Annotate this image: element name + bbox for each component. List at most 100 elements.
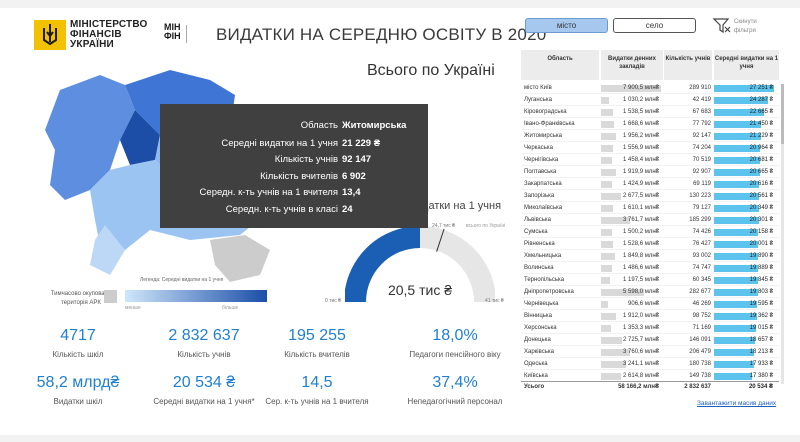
- row-avg: 20 681 ₴: [749, 157, 773, 163]
- table-row[interactable]: Запорізька 2 677,5 млн₴ 130 223 20 561 ₴: [521, 191, 779, 202]
- tooltip-row: Середні видатки на 1 учня 21 229 ₴: [221, 138, 381, 149]
- row-avg: 20 158 ₴: [749, 229, 773, 235]
- table-header-spend[interactable]: Видатки денних закладів: [601, 50, 663, 80]
- row-spend: 1 528,6 млн₴: [623, 241, 659, 247]
- row-region: Луганська: [524, 97, 552, 103]
- table-row[interactable]: Чернівецька 906,6 млн₴ 46 269 19 595 ₴: [521, 299, 779, 310]
- row-avg-cell: 19 845 ₴: [714, 276, 776, 285]
- table-row[interactable]: Черкаська 1 556,9 млн₴ 74 204 20 964 ₴: [521, 143, 779, 154]
- row-avg-cell: 19 890 ₴: [714, 252, 776, 261]
- row-spend: 1 556,9 млн₴: [623, 145, 659, 151]
- table-row[interactable]: Донецька 2 725,7 млн₴ 146 091 18 657 ₴: [521, 335, 779, 346]
- row-region: Черкаська: [524, 145, 553, 151]
- row-spend-bar: [601, 229, 613, 236]
- gauge-max-label: 41 тис ₴: [485, 298, 504, 304]
- table-row[interactable]: Івано-Франківська 1 668,6 млн₴ 77 792 21 45…: [521, 119, 779, 130]
- table-row[interactable]: Одеська 3 241,1 млн₴ 180 738 17 933 ₴: [521, 359, 779, 370]
- row-spend-cell: 3 241,1 млн₴: [601, 360, 663, 369]
- table-row[interactable]: Сумська 1 500,2 млн₴ 74 426 20 158 ₴: [521, 227, 779, 238]
- row-avg: 19 845 ₴: [749, 277, 773, 283]
- row-avg-cell: 17 933 ₴: [714, 360, 776, 369]
- table-row[interactable]: Львівська 3 761,7 млн₴ 185 299 20 301 ₴: [521, 215, 779, 226]
- table-row[interactable]: Закарпатська 1 424,9 млн₴ 69 119 20 616 ₴: [521, 179, 779, 190]
- row-spend: 3 241,1 млн₴: [623, 361, 659, 367]
- table-row[interactable]: Вінницька 1 912,0 млн₴ 98 752 19 362 ₴: [521, 311, 779, 322]
- table-header-region[interactable]: Область: [521, 50, 599, 80]
- table-row[interactable]: Рівненська 1 528,6 млн₴ 76 427 20 001 ₴: [521, 239, 779, 250]
- tooltip-row: Середн. к-ть учнів на 1 вчителя 13,4: [199, 187, 361, 198]
- row-region: Дніпропетровська: [524, 289, 574, 295]
- filter-city-button[interactable]: місто: [525, 18, 608, 33]
- row-avg-cell: 20 616 ₴: [714, 180, 776, 189]
- kpi-schools-value: 4717: [60, 327, 96, 344]
- row-spend-cell: 906,6 млн₴: [601, 300, 663, 309]
- row-avg: 27 251 ₴: [749, 85, 773, 91]
- row-avg-cell: 19 803 ₴: [714, 288, 776, 297]
- row-avg-bar: [714, 133, 761, 140]
- table-row[interactable]: Дніпропетровська 5 598,0 млн₴ 282 677 19 80…: [521, 287, 779, 298]
- map-legend-max: більше: [222, 305, 239, 311]
- row-spend-cell: 1 849,8 млн₴: [601, 252, 663, 261]
- row-avg-cell: 20 561 ₴: [714, 192, 776, 201]
- ministry-emblem-icon: [34, 20, 66, 50]
- row-region: Запорізька: [524, 193, 555, 199]
- row-spend-bar: [601, 205, 614, 212]
- table-row[interactable]: Чернігівська 1 458,4 млн₴ 70 519 20 681 ₴: [521, 155, 779, 166]
- kpi-students-label: Кількість учнів: [177, 350, 231, 359]
- table-row[interactable]: Тернопільська 1 197,5 млн₴ 60 345 19 845 ₴: [521, 275, 779, 286]
- row-avg-cell: 19 889 ₴: [714, 264, 776, 273]
- filter-village-button[interactable]: село: [613, 18, 696, 33]
- row-spend: 2 725,7 млн₴: [623, 337, 659, 343]
- table-row[interactable]: місто Київ 7 900,5 млн₴ 289 910 27 251 ₴: [521, 83, 779, 94]
- row-avg-bar: [714, 241, 758, 248]
- total-title: Всього по Україні: [367, 62, 495, 79]
- tooltip-row: Область Житомирська: [300, 120, 407, 131]
- table-row[interactable]: Луганська 1 030,2 млн₴ 42 419 24 287 ₴: [521, 95, 779, 106]
- row-avg-cell: 21 229 ₴: [714, 132, 776, 141]
- row-spend-cell: 1 486,6 млн₴: [601, 264, 663, 273]
- row-spend-bar: [601, 133, 616, 140]
- row-students: 282 677: [689, 289, 711, 295]
- row-avg: 19 015 ₴: [749, 325, 773, 331]
- gauge-min-label: 0 тис ₴: [325, 298, 341, 304]
- row-region: Чернівецька: [524, 301, 559, 307]
- kpi-nonped-label: Непедагогічний персонал: [407, 397, 503, 406]
- row-spend: 1 353,3 млн₴: [623, 325, 659, 331]
- row-region: Івано-Франківська: [524, 121, 575, 127]
- table-header-students[interactable]: Кількість учнів: [664, 50, 712, 80]
- table-row[interactable]: Полтавська 1 919,9 млн₴ 92 907 20 665 ₴: [521, 167, 779, 178]
- row-spend: 1 500,2 млн₴: [623, 229, 659, 235]
- row-region: місто Київ: [524, 85, 552, 91]
- clear-filter-label[interactable]: Скинути фільтри: [734, 19, 757, 34]
- gauge-target-label: 24,7 тис ₴: [432, 223, 455, 229]
- table-row[interactable]: Житомирська 1 956,2 млн₴ 92 147 21 229 ₴: [521, 131, 779, 142]
- table-row[interactable]: Харківська 3 760,6 млн₴ 206 479 18 213 ₴: [521, 347, 779, 358]
- row-avg: 22 665 ₴: [749, 109, 773, 115]
- download-data-link[interactable]: Завантажити масив даних: [697, 400, 777, 407]
- row-spend-cell: 3 760,6 млн₴: [601, 348, 663, 357]
- table-scrollbar[interactable]: [781, 84, 784, 384]
- gauge-chart: [345, 226, 495, 303]
- row-spend-bar: [601, 361, 626, 368]
- table-header-avg[interactable]: Середні видатки на 1 учня: [714, 50, 779, 80]
- row-avg-bar: [714, 337, 756, 344]
- row-avg: 17 933 ₴: [749, 361, 773, 367]
- table-row[interactable]: Кіровоградська 1 538,5 млн₴ 67 683 22 665 ₴: [521, 107, 779, 118]
- kpi-pension-value: 18,0%: [432, 327, 478, 344]
- table-row[interactable]: Волинська 1 486,6 млн₴ 74 747 19 889 ₴: [521, 263, 779, 274]
- row-spend-cell: 1 458,4 млн₴: [601, 156, 663, 165]
- table-row[interactable]: Хмельницька 1 849,8 млн₴ 93 002 19 890 ₴: [521, 251, 779, 262]
- table-scroll-thumb[interactable]: [781, 84, 784, 144]
- row-avg-bar: [714, 157, 760, 164]
- gauge-target-caption: всього по Україні: [466, 223, 506, 229]
- row-avg-bar: [714, 169, 760, 176]
- clear-filter-icon[interactable]: [712, 17, 732, 35]
- row-students: 71 169: [692, 325, 711, 331]
- table-row[interactable]: Миколаївська 1 610,1 млн₴ 79 127 20 349 ₴: [521, 203, 779, 214]
- row-spend-cell: 1 030,2 млн₴: [601, 96, 663, 105]
- row-region: Херсонська: [524, 325, 557, 331]
- row-spend-cell: 1 197,5 млн₴: [601, 276, 663, 285]
- row-spend-cell: 1 956,2 млн₴: [601, 132, 663, 141]
- gauge-fill: [345, 226, 421, 303]
- table-row[interactable]: Херсонська 1 353,3 млн₴ 71 169 19 015 ₴: [521, 323, 779, 334]
